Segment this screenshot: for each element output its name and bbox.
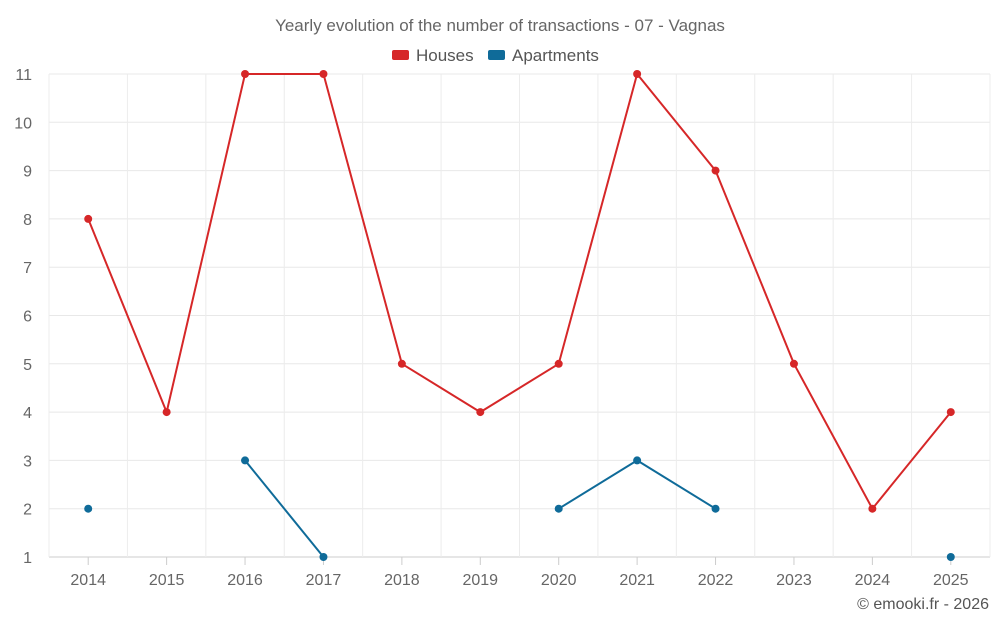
data-point-houses[interactable] [162, 408, 171, 417]
series-line-apartments [244, 459, 325, 558]
y-tick-label: 9 [23, 164, 32, 181]
y-axis: 1 2 3 4 5 6 7 8 9 10 11 [14, 67, 32, 567]
data-point-apartments[interactable] [946, 553, 955, 561]
y-tick-label: 3 [23, 453, 32, 470]
y-tick-label: 2 [23, 502, 32, 519]
data-point-houses[interactable] [868, 504, 877, 513]
y-tick-label: 5 [23, 357, 32, 374]
x-tick-label: 2022 [698, 572, 734, 589]
y-tick-label: 8 [23, 212, 32, 229]
data-point-houses[interactable] [397, 359, 406, 368]
x-tick-label: 2025 [933, 572, 969, 589]
legend-label-houses: Houses [416, 46, 474, 65]
legend-item-apartments[interactable]: Apartments [488, 46, 599, 65]
series-houses [84, 70, 955, 513]
data-point-houses[interactable] [84, 214, 93, 223]
y-tick-label: 6 [23, 309, 32, 326]
data-point-apartments[interactable] [84, 504, 93, 513]
x-tick-label: 2021 [619, 572, 655, 589]
legend-swatch-houses [392, 50, 409, 60]
y-tick-label: 1 [23, 550, 32, 567]
y-tick-label: 11 [15, 67, 32, 84]
x-tick-label: 2019 [462, 572, 498, 589]
grid [48, 73, 991, 558]
data-point-houses[interactable] [789, 359, 798, 368]
x-tick-label: 2024 [855, 572, 891, 589]
data-point-houses[interactable] [241, 70, 250, 78]
series-line-houses [87, 73, 952, 510]
chart-title: Yearly evolution of the number of transa… [275, 16, 725, 35]
data-point-apartments[interactable] [633, 456, 642, 465]
legend-swatch-apartments [488, 50, 505, 60]
data-point-houses[interactable] [554, 359, 563, 368]
series-apartments [84, 456, 955, 561]
x-tick-label: 2023 [776, 572, 812, 589]
x-axis: 2014 2015 2016 2017 2018 2019 2020 2021 2022 2023… [70, 557, 969, 589]
x-tick-label: 2015 [149, 572, 185, 589]
x-tick-label: 2017 [306, 572, 342, 589]
series [84, 70, 955, 561]
y-tick-label: 10 [14, 115, 32, 132]
y-tick-label: 4 [23, 405, 32, 422]
x-tick-label: 2014 [70, 572, 106, 589]
data-point-apartments[interactable] [319, 553, 328, 561]
legend-label-apartments: Apartments [512, 46, 599, 65]
y-tick-label: 7 [23, 260, 32, 277]
data-point-apartments[interactable] [554, 504, 563, 513]
x-tick-label: 2016 [227, 572, 263, 589]
data-point-houses[interactable] [476, 408, 485, 417]
data-point-houses[interactable] [319, 70, 328, 78]
data-point-houses[interactable] [633, 70, 642, 78]
series-line-apartments [558, 459, 717, 510]
data-point-houses[interactable] [946, 408, 955, 417]
data-point-houses[interactable] [711, 166, 720, 175]
legend-item-houses[interactable]: Houses [392, 46, 474, 65]
data-point-apartments[interactable] [241, 456, 250, 465]
credit: © emooki.fr - 2026 [857, 596, 989, 613]
legend: Houses Apartments [392, 46, 599, 65]
data-point-apartments[interactable] [711, 504, 720, 513]
x-tick-label: 2018 [384, 572, 420, 589]
x-tick-label: 2020 [541, 572, 577, 589]
